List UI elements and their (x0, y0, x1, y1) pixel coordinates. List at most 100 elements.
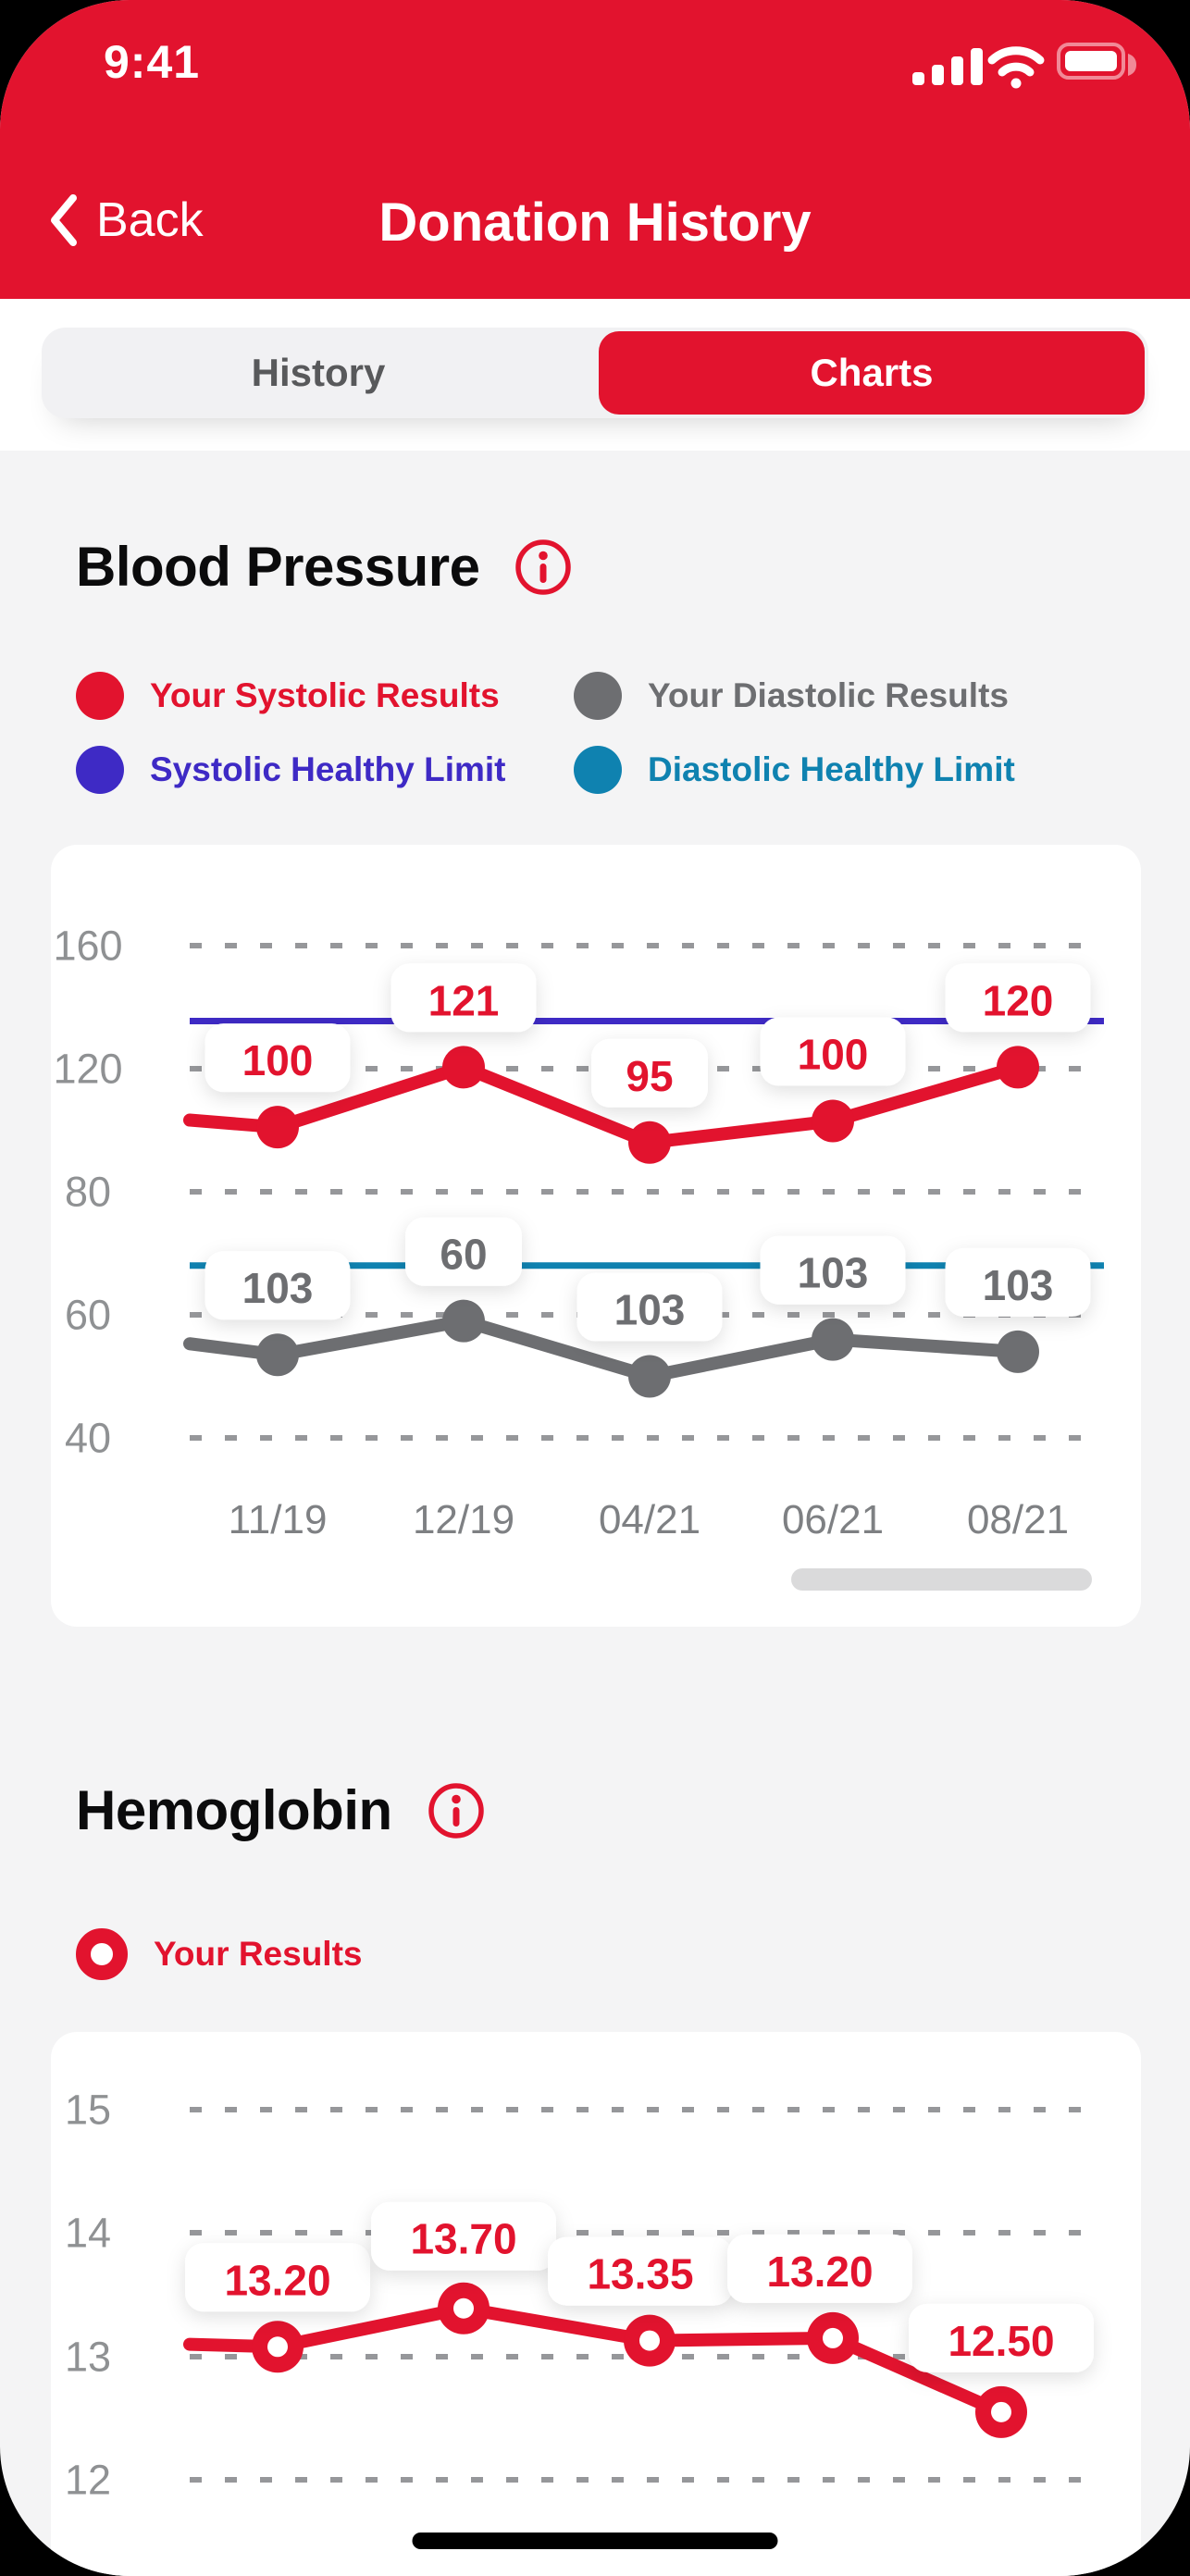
data-point-hole (453, 2297, 474, 2319)
chart-scrollbar-indicator[interactable] (791, 1568, 1092, 1591)
data-point (442, 1299, 485, 1343)
header: 9:41 Back Donat (0, 0, 1190, 299)
data-point-label-badge (548, 2236, 733, 2306)
x-axis-label: 08/21 (967, 1497, 1069, 1542)
legend-item-systolic-healthy-limit: Systolic Healthy Limit (76, 746, 574, 794)
back-label: Back (96, 193, 204, 247)
legend-label: Diastolic Healthy Limit (648, 750, 1015, 788)
blood-pressure-title: Blood Pressure (76, 536, 480, 598)
tab-charts[interactable]: Charts (599, 331, 1145, 415)
y-axis-label: 40 (65, 1415, 111, 1462)
y-axis-label: 120 (53, 1046, 122, 1093)
info-icon[interactable] (513, 537, 574, 598)
data-point-label: 13.20 (224, 2256, 330, 2304)
data-point-label: 13.35 (587, 2250, 693, 2298)
data-point (997, 1330, 1039, 1373)
cellular-signal-icon (912, 48, 983, 85)
legend-dot-marker (574, 746, 622, 794)
data-point-hole (823, 2327, 843, 2348)
legend-label: Your Systolic Results (150, 676, 500, 714)
data-point-label-badge (205, 1251, 351, 1320)
back-button[interactable]: Back (48, 192, 204, 248)
data-point (256, 1333, 299, 1377)
info-icon[interactable] (426, 1780, 487, 1841)
data-point-label-badge (909, 2303, 1094, 2372)
data-point-label-badge (945, 963, 1091, 1033)
data-point-label-badge (371, 2201, 556, 2271)
legend-item-your-results: Your Results (76, 1928, 362, 1980)
y-axis-label: 13 (65, 2334, 111, 2381)
data-point-label: 103 (614, 1286, 686, 1334)
tab-history[interactable]: History (45, 331, 591, 415)
data-point-label: 121 (428, 976, 500, 1024)
data-point-hole (267, 2336, 288, 2358)
data-point-label-badge (390, 963, 537, 1033)
hemoglobin-legend: Your Results (76, 1917, 362, 1991)
x-axis-label: 12/19 (413, 1497, 514, 1542)
y-axis-label: 160 (53, 923, 122, 970)
legend-item-diastolic-healthy-limit: Diastolic Healthy Limit (574, 746, 1149, 794)
data-point-label: 103 (242, 1264, 314, 1312)
hemoglobin-section-header: Hemoglobin (76, 1778, 487, 1842)
y-axis-label: 15 (65, 2087, 111, 2134)
data-point-label-badge (205, 1023, 351, 1093)
x-axis-label: 11/19 (229, 1497, 328, 1542)
status-time: 9:41 (104, 36, 201, 88)
data-point-label: 13.20 (766, 2248, 873, 2296)
data-point-label-badge (760, 1017, 906, 1086)
data-point-label: 103 (798, 1249, 869, 1297)
segmented-control: History Charts (42, 328, 1148, 418)
legend-dot-marker (574, 672, 622, 720)
legend-donut-marker (76, 1928, 128, 1980)
y-axis-label: 12 (65, 2457, 111, 2504)
back-chevron-icon (51, 194, 77, 246)
home-indicator[interactable] (412, 2533, 778, 2549)
legend-dot-marker (76, 672, 124, 720)
legend-label: Your Diastolic Results (648, 676, 1009, 714)
tab-strip: History Charts (0, 299, 1190, 451)
status-icons (912, 43, 1136, 89)
data-point-hole (991, 2401, 1011, 2422)
hemoglobin-chart-card: 15 14 13 12 13.20 13.70 13.35 13.20 12.50 (51, 2032, 1141, 2576)
data-point-label: 13.70 (410, 2215, 516, 2263)
data-point-label-badge (405, 1217, 522, 1286)
data-point-label-badge (727, 2234, 912, 2303)
data-point (628, 1121, 671, 1164)
data-point (812, 1318, 854, 1361)
battery-icon (1057, 43, 1136, 80)
data-point-label: 100 (242, 1036, 314, 1084)
legend-item-your-diastolic-results: Your Diastolic Results (574, 672, 1149, 720)
data-point-label-badge (760, 1235, 906, 1305)
data-point-label: 120 (983, 976, 1054, 1024)
data-point (812, 1099, 854, 1143)
data-point-label: 100 (798, 1031, 869, 1079)
x-axis-label: 06/21 (782, 1497, 884, 1542)
data-point (628, 1355, 671, 1398)
blood-pressure-legend: Your Systolic Results Your Diastolic Resu… (76, 659, 1149, 807)
hemoglobin-chart[interactable]: 15 14 13 12 13.20 13.70 13.35 13.20 12.50 (51, 2032, 1141, 2576)
legend-item-your-systolic-results: Your Systolic Results (76, 672, 574, 720)
data-point-label-badge (185, 2243, 370, 2312)
legend-label: Systolic Healthy Limit (150, 750, 506, 788)
data-point-label: 60 (440, 1231, 487, 1279)
legend-dot-marker (76, 746, 124, 794)
y-axis-label: 80 (65, 1169, 111, 1216)
blood-pressure-section-header: Blood Pressure (76, 535, 574, 599)
blood-pressure-chart[interactable]: 160 120 80 60 40 100 121 95 100 120 103 60 103 103 103… (51, 845, 1141, 1627)
legend-label: Your Results (154, 1935, 363, 1973)
x-axis-label: 04/21 (599, 1497, 700, 1542)
data-point-label: 95 (626, 1052, 673, 1100)
blood-pressure-chart-card: 160 120 80 60 40 100 121 95 100 120 103 60 103 103 103… (51, 845, 1141, 1627)
data-point-hole (639, 2330, 660, 2351)
data-point-label-badge (576, 1272, 723, 1342)
y-axis-label: 60 (65, 1292, 111, 1339)
y-axis-label: 14 (65, 2210, 111, 2257)
data-point-label-badge (945, 1247, 1091, 1317)
hemoglobin-title: Hemoglobin (76, 1779, 392, 1841)
data-point-label-badge (591, 1038, 708, 1108)
data-point-label: 12.50 (948, 2317, 1054, 2365)
wifi-icon (987, 46, 1045, 89)
data-point (256, 1106, 299, 1149)
data-point (442, 1046, 485, 1089)
